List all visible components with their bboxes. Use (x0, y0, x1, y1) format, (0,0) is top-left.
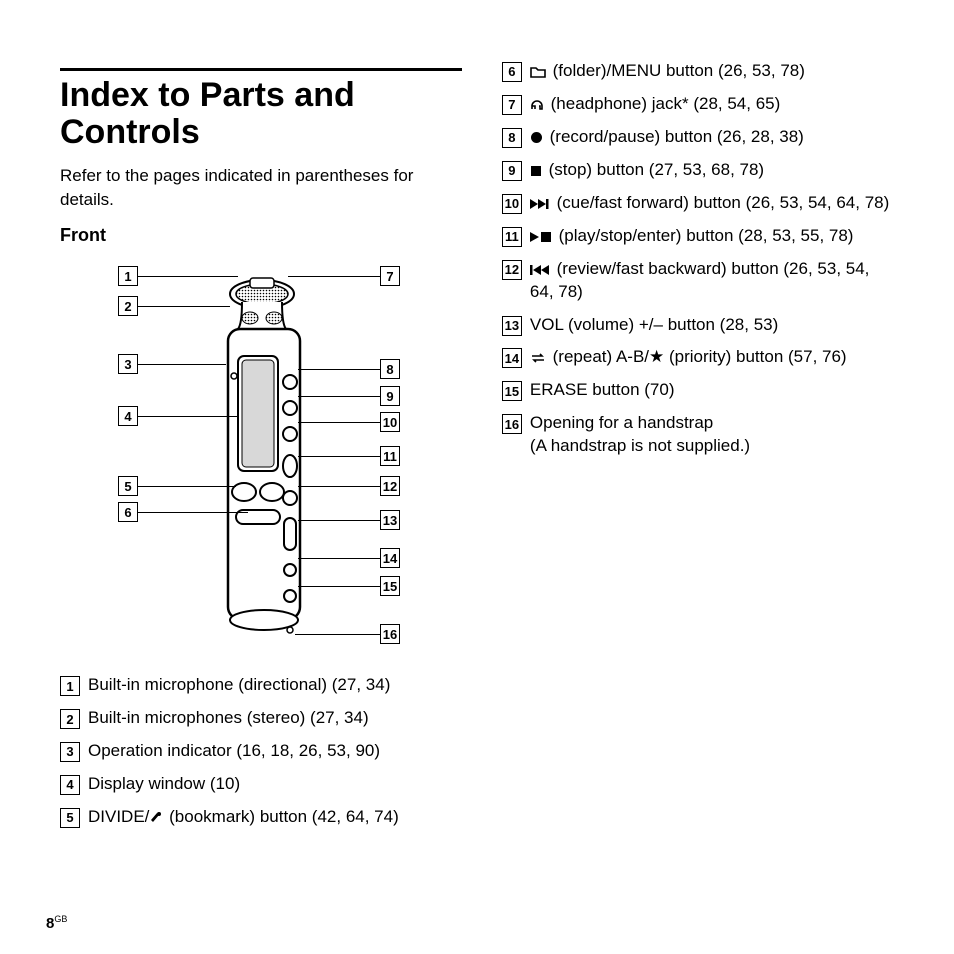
list-text: Operation indicator (16, 18, 26, 53, 90) (88, 740, 462, 763)
list-item: 10 (cue/fast forward) button (26, 53, 54… (502, 192, 894, 215)
callout-15: 15 (298, 576, 400, 596)
callout-7: 7 (288, 266, 400, 286)
list-numbox: 7 (502, 95, 522, 115)
list-item: 13 VOL (volume) +/– button (28, 53) (502, 314, 894, 337)
callout-3: 3 (118, 354, 226, 374)
callout-1: 1 (118, 266, 238, 286)
list-text: (record/pause) button (26, 28, 38) (530, 126, 894, 149)
list-item: 6 (folder)/MENU button (26, 53, 78) (502, 60, 894, 83)
list-numbox: 10 (502, 194, 522, 214)
right-column: 6 (folder)/MENU button (26, 53, 78) 7 (he… (502, 50, 894, 839)
callout-11: 11 (298, 446, 400, 466)
list-text: VOL (volume) +/– button (28, 53) (530, 314, 894, 337)
callout-14: 14 (298, 548, 400, 568)
left-list: 1 Built-in microphone (directional) (27, … (60, 674, 462, 829)
list-text: ERASE button (70) (530, 379, 894, 402)
callout-4: 4 (118, 406, 238, 426)
callout-6: 6 (118, 502, 248, 522)
list-text: Display window (10) (88, 773, 462, 796)
list-item: 5 DIVIDE/ (bookmark) button (42, 64, 74) (60, 806, 462, 829)
callout-12: 12 (298, 476, 400, 496)
list-item: 1 Built-in microphone (directional) (27, … (60, 674, 462, 697)
intro-text: Refer to the pages indicated in parenthe… (60, 164, 462, 212)
subhead-front: Front (60, 225, 462, 246)
callout-13: 13 (298, 510, 400, 530)
right-list: 6 (folder)/MENU button (26, 53, 78) 7 (he… (502, 60, 894, 458)
list-item: 14 (repeat) A-B/★ (priority) button (57,… (502, 346, 894, 369)
list-text: (headphone) jack* (28, 54, 65) (530, 93, 894, 116)
list-numbox: 5 (60, 808, 80, 828)
list-text: (folder)/MENU button (26, 53, 78) (530, 60, 894, 83)
list-numbox: 14 (502, 348, 522, 368)
list-text: (play/stop/enter) button (28, 53, 55, 78… (530, 225, 894, 248)
list-numbox: 9 (502, 161, 522, 181)
callout-9: 9 (298, 386, 400, 406)
list-item: 3 Operation indicator (16, 18, 26, 53, 90… (60, 740, 462, 763)
callout-10: 10 (298, 412, 400, 432)
list-text: (review/fast backward) button (26, 53, 5… (530, 258, 894, 304)
list-numbox: 11 (502, 227, 522, 247)
list-numbox: 2 (60, 709, 80, 729)
list-numbox: 3 (60, 742, 80, 762)
list-numbox: 12 (502, 260, 522, 280)
list-item: 9 (stop) button (27, 53, 68, 78) (502, 159, 894, 182)
list-text: Built-in microphones (stereo) (27, 34) (88, 707, 462, 730)
list-numbox: 16 (502, 414, 522, 434)
list-item: 15 ERASE button (70) (502, 379, 894, 402)
list-item: 8 (record/pause) button (26, 28, 38) (502, 126, 894, 149)
callout-16: 16 (295, 624, 400, 644)
list-text: DIVIDE/ (bookmark) button (42, 64, 74) (88, 806, 462, 829)
list-item: 11 (play/stop/enter) button (28, 53, 55,… (502, 225, 894, 248)
list-item: 7 (headphone) jack* (28, 54, 65) (502, 93, 894, 116)
page-number: 8GB (46, 914, 67, 932)
list-item: 12 (review/fast backward) button (26, 53… (502, 258, 894, 304)
list-numbox: 15 (502, 381, 522, 401)
list-text: Built-in microphone (directional) (27, 3… (88, 674, 462, 697)
list-text: Opening for a handstrap(A handstrap is n… (530, 412, 894, 458)
list-numbox: 8 (502, 128, 522, 148)
title-rule (60, 68, 462, 71)
list-item: 4 Display window (10) (60, 773, 462, 796)
list-numbox: 13 (502, 316, 522, 336)
callout-5: 5 (118, 476, 236, 496)
list-item: 16 Opening for a handstrap(A handstrap is… (502, 412, 894, 458)
list-text: (cue/fast forward) button (26, 53, 54, 6… (530, 192, 894, 215)
page-title: Index to Parts and Controls (60, 77, 462, 152)
callout-8: 8 (298, 359, 400, 379)
list-numbox: 1 (60, 676, 80, 696)
list-numbox: 6 (502, 62, 522, 82)
left-column: Index to Parts and Controls Refer to the… (60, 50, 462, 839)
list-numbox: 4 (60, 775, 80, 795)
device-diagram: 1 2 3 4 5 6 7 8 9 10 11 12 13 14 15 16 (60, 254, 440, 654)
list-text: (repeat) A-B/★ (priority) button (57, 76… (530, 346, 894, 369)
callout-2: 2 (118, 296, 230, 316)
list-item: 2 Built-in microphones (stereo) (27, 34) (60, 707, 462, 730)
list-text: (stop) button (27, 53, 68, 78) (530, 159, 894, 182)
